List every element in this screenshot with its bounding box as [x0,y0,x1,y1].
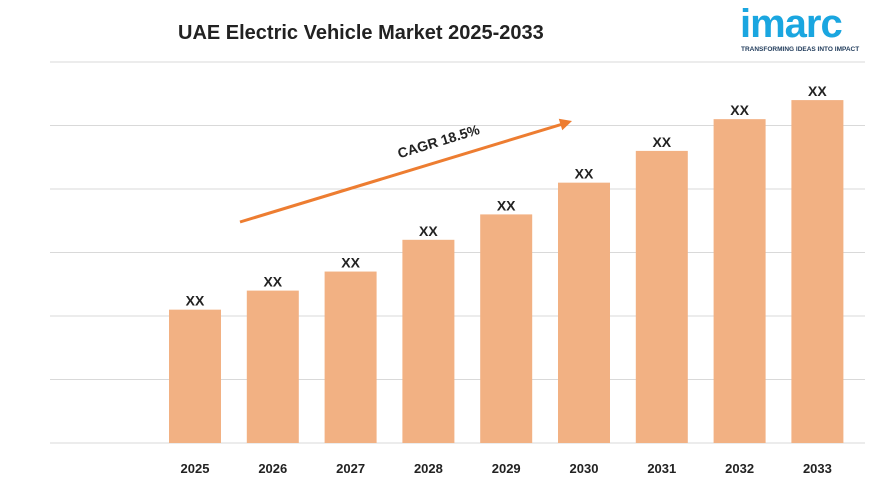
data-label-2026: XX [263,274,282,290]
bar-2027 [324,271,377,443]
cagr-arrow-shaft [239,121,567,224]
data-label-2025: XX [186,293,205,309]
data-label-2032: XX [730,102,749,118]
chart-title: UAE Electric Vehicle Market 2025-2033 [178,22,544,44]
x-tick-label-2033: 2033 [803,461,832,476]
x-tick-label-2031: 2031 [647,461,676,476]
x-tick-label-2029: 2029 [492,461,521,476]
data-label-2031: XX [652,134,671,150]
imarc-logo: imarc TRANSFORMING IDEAS INTO IMPACT [738,2,862,60]
data-label-2027: XX [341,255,360,271]
bar-2031 [635,150,688,443]
data-label-2030: XX [575,166,594,182]
data-label-2033: XX [808,83,827,99]
data-label-2028: XX [419,223,438,239]
bar-2026 [246,290,299,443]
x-tick-label-2032: 2032 [725,461,754,476]
logo-tagline: TRANSFORMING IDEAS INTO IMPACT [741,46,860,53]
bar-2029 [480,214,533,443]
x-tick-label-2028: 2028 [414,461,443,476]
bar-2030 [558,182,610,443]
x-tick-label-2027: 2027 [336,461,365,476]
cagr-annotation: CAGR 18.5% [396,121,482,161]
x-tick-label-2026: 2026 [258,461,287,476]
data-label-2029: XX [497,197,516,213]
x-tick-label-2025: 2025 [181,461,210,476]
x-tick-label-2030: 2030 [570,461,599,476]
bar-2033 [791,100,844,443]
cagr-arrow-head [558,118,572,131]
bar-2032 [713,119,766,444]
bar-2025 [169,309,221,443]
bar-2028 [402,239,455,443]
logo-wordmark: imarc [740,2,843,46]
